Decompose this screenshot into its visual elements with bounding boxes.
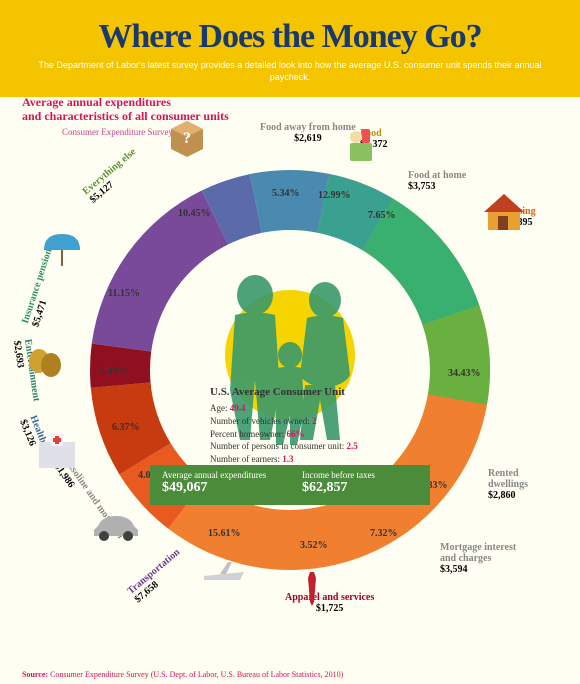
- bar-left-value: $49,067: [162, 480, 278, 496]
- segment-pct: 3.52%: [300, 540, 328, 551]
- source-text: Consumer Expenditure Survey (U.S. Dept. …: [50, 670, 343, 679]
- intro-line1: Average annual expenditures: [22, 95, 171, 109]
- stat-value: 66%: [286, 429, 304, 439]
- stat-label: Number of earners:: [210, 454, 280, 464]
- bar-left: Average annual expenditures $49,067: [150, 465, 290, 505]
- source-label: Source:: [22, 670, 48, 679]
- center-stats: U.S. Average Consumer Unit Age: 49.4Numb…: [210, 385, 358, 465]
- source-line: Source: Consumer Expenditure Survey (U.S…: [22, 670, 343, 679]
- unit-label: U.S. Average Consumer Unit: [210, 385, 358, 400]
- groceries-icon: [340, 125, 380, 165]
- segment-name: Rented dwellings: [488, 468, 528, 490]
- stat-row: Number of vehicles owned: 2: [210, 415, 358, 428]
- header-bar: Where Does the Money Go? The Department …: [0, 0, 580, 97]
- segment-pct: 15.61%: [208, 528, 241, 539]
- segment-pct: 7.32%: [370, 528, 398, 539]
- stat-value: 1.3: [282, 454, 293, 464]
- page-title: Where Does the Money Go?: [20, 18, 560, 56]
- segment-name: Mortgage interest and charges: [440, 542, 516, 564]
- stat-label: Percent homeowner:: [210, 429, 284, 439]
- segment-pct: 7.65%: [368, 210, 396, 221]
- house-icon: [480, 190, 528, 234]
- stat-row: Number of earners: 1.3: [210, 453, 358, 466]
- segment-amount: $2,860: [488, 490, 516, 501]
- segment-pct: 34.43%: [448, 368, 481, 379]
- stat-label: Number of persons in consumer unit:: [210, 441, 344, 451]
- donut-chart: U.S. Average Consumer Unit Age: 49.4Numb…: [50, 130, 530, 610]
- bar-left-label: Average annual expenditures: [162, 470, 266, 480]
- stat-value: 2.5: [346, 441, 357, 451]
- svg-text:?: ?: [183, 130, 191, 147]
- segment-label: Rented dwellings$2,860: [488, 468, 530, 501]
- stat-value: 2: [312, 416, 317, 426]
- segment-pct: 6.37%: [112, 422, 140, 433]
- car-icon: [90, 510, 142, 542]
- stat-row: Number of persons in consumer unit: 2.5: [210, 440, 358, 453]
- stat-label: Age:: [210, 403, 228, 413]
- stat-value: 49.4: [230, 403, 246, 413]
- segment-pct: 10.45%: [178, 208, 211, 219]
- segment-label: Food at home$3,753: [408, 170, 466, 192]
- segment-health-care: [250, 170, 329, 233]
- segment-amount: $3,594: [440, 564, 468, 575]
- stat-row: Age: 49.4: [210, 402, 358, 415]
- summary-bar: Average annual expenditures $49,067 Inco…: [150, 465, 430, 505]
- plane-icon: [200, 560, 248, 592]
- page-subtitle: The Department of Labor's latest survey …: [20, 60, 560, 83]
- bar-right-value: $62,857: [302, 480, 418, 496]
- segment-name: Food at home: [408, 170, 466, 181]
- segment-pct: 11.15%: [108, 288, 140, 299]
- segment-pct: 12.99%: [318, 190, 351, 201]
- tie-icon: [300, 570, 324, 610]
- segment-pct: 5.34%: [272, 188, 300, 199]
- box-icon: ?: [165, 115, 209, 159]
- hospital-icon: [35, 430, 79, 470]
- bar-right-label: Income before taxes: [302, 470, 375, 480]
- stat-label: Number of vehicles owned:: [210, 416, 310, 426]
- segment-pct: 5.49%: [100, 366, 128, 377]
- stat-row: Percent homeowner: 66%: [210, 428, 358, 441]
- segment-amount: $2,619: [294, 133, 322, 144]
- segment-name: Apparel and services: [285, 592, 374, 603]
- segment-label: Apparel and services$1,725: [285, 592, 374, 614]
- umbrella-icon: [40, 230, 84, 270]
- bar-right: Income before taxes $62,857: [290, 465, 430, 505]
- segment-amount: $3,753: [408, 181, 436, 192]
- masks-icon: [25, 345, 65, 381]
- segment-label: Mortgage interest and charges$3,594: [440, 542, 530, 575]
